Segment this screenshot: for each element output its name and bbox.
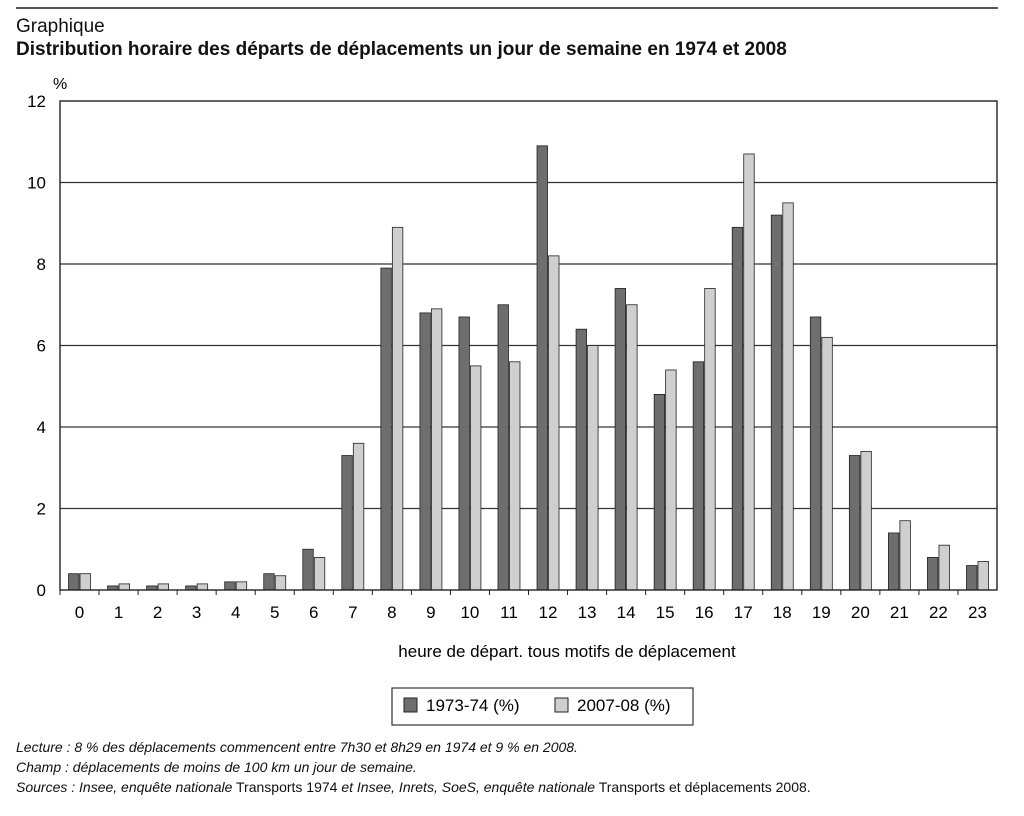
x-tick-label: 17 (734, 603, 753, 622)
x-tick-label: 11 (500, 603, 518, 622)
bar-2007-08 (548, 255, 560, 591)
x-tick-label: 15 (656, 603, 675, 622)
bar-1973-74 (263, 573, 275, 591)
y-tick-label: 2 (37, 500, 46, 519)
bar-1973-74 (887, 532, 900, 591)
bar-2007-08 (704, 288, 716, 591)
bar-2007-08 (977, 561, 989, 591)
bar-1973-74 (614, 288, 627, 591)
x-tick-label: 12 (539, 603, 558, 622)
legend-box (391, 687, 694, 726)
bar-1973-74 (536, 145, 548, 591)
grid-lines (60, 181, 997, 510)
legend-swatch-1973 (403, 697, 418, 713)
x-tick-label: 4 (231, 603, 240, 622)
bar-2007-08 (938, 544, 950, 591)
x-tick-label: 2 (153, 603, 162, 622)
bar-2007-08 (79, 573, 91, 591)
legend-label-2008: 2007-08 (%) (577, 696, 671, 715)
x-tick-label: 16 (695, 603, 714, 622)
bar-2007-08 (743, 153, 755, 591)
bar-2007-08 (665, 369, 677, 591)
x-tick-label: 14 (617, 603, 636, 622)
axes (59, 100, 998, 595)
x-axis-label: heure de départ. tous motifs de déplacem… (398, 642, 736, 661)
bar-2007-08 (235, 581, 248, 591)
bar-1973-74 (419, 312, 431, 591)
x-tick-label: 19 (812, 603, 831, 622)
x-tick-label: 7 (348, 603, 357, 622)
bar-2007-08 (470, 365, 482, 591)
bar-1973-74 (341, 455, 353, 591)
figure-kicker: Graphique (16, 16, 105, 37)
bar-1973-74 (809, 316, 822, 591)
bar-1973-74 (68, 573, 80, 591)
bar-2007-08 (860, 451, 872, 591)
bar-1973-74 (770, 214, 783, 591)
x-tick-label: 21 (890, 603, 909, 622)
y-tick-label: 6 (37, 337, 46, 356)
bar-2007-08 (352, 442, 365, 591)
legend-label-1973: 1973-74 (%) (426, 696, 520, 715)
bar-1973-74 (731, 226, 744, 591)
bar-2007-08 (587, 345, 599, 591)
chart-title: Distribution horaire des départs de dépl… (16, 39, 787, 60)
bar-1973-74 (575, 328, 587, 591)
legend: 1973-74 (%) 2007-08 (%) (391, 687, 694, 726)
x-tick-label: 18 (773, 603, 792, 622)
bar-1973-74 (458, 316, 470, 591)
y-tick-label: 10 (27, 174, 46, 193)
x-tick-label: 3 (192, 603, 201, 622)
footnote-sources: Sources : Insee, enquête nationale Trans… (16, 779, 811, 795)
y-tick-label: 0 (37, 581, 46, 600)
x-tick-label: 1 (114, 603, 123, 622)
bar-2007-08 (899, 520, 911, 591)
bar-1973-74 (380, 267, 392, 591)
x-tick-label: 0 (75, 603, 84, 622)
bar-2007-08 (196, 583, 209, 591)
y-axis-label: % (53, 76, 67, 93)
x-tick-label: 9 (426, 603, 435, 622)
bar-2007-08 (782, 202, 794, 591)
x-tick-label: 20 (851, 603, 870, 622)
y-tick-label: 4 (37, 418, 46, 437)
legend-swatch-2008 (554, 697, 569, 713)
bar-2007-08 (509, 361, 521, 591)
footnote-champ: Champ : déplacements de moins de 100 km … (16, 759, 417, 775)
x-tick-label: 23 (968, 603, 987, 622)
bar-2007-08 (391, 226, 404, 591)
x-tick-label: 13 (578, 603, 597, 622)
bar-1973-74 (692, 361, 705, 591)
bar-1973-74 (927, 557, 939, 591)
bar-2007-08 (313, 557, 326, 591)
top-rule (16, 7, 998, 9)
x-tick-label: 10 (460, 603, 479, 622)
bar-1973-74 (224, 581, 236, 591)
x-tick-label: 6 (309, 603, 318, 622)
y-tick-label: 12 (27, 92, 46, 111)
bar-2007-08 (274, 575, 287, 591)
y-tick-label: 8 (37, 255, 46, 274)
bar-2007-08 (821, 336, 833, 591)
bar-2007-08 (626, 304, 638, 591)
x-tick-label: 22 (929, 603, 948, 622)
bar-1973-74 (302, 548, 314, 591)
bar-2007-08 (118, 583, 130, 591)
x-tick-label: 5 (270, 603, 279, 622)
bar-1973-74 (497, 304, 509, 591)
footnote-lecture: Lecture : 8 % des déplacements commencen… (16, 739, 578, 755)
bars (68, 145, 989, 591)
bar-1973-74 (653, 393, 666, 591)
x-tick-label: 8 (387, 603, 396, 622)
bar-2007-08 (157, 583, 170, 591)
bar-1973-74 (848, 455, 861, 591)
bar-2007-08 (430, 308, 443, 591)
bar-1973-74 (966, 565, 978, 591)
